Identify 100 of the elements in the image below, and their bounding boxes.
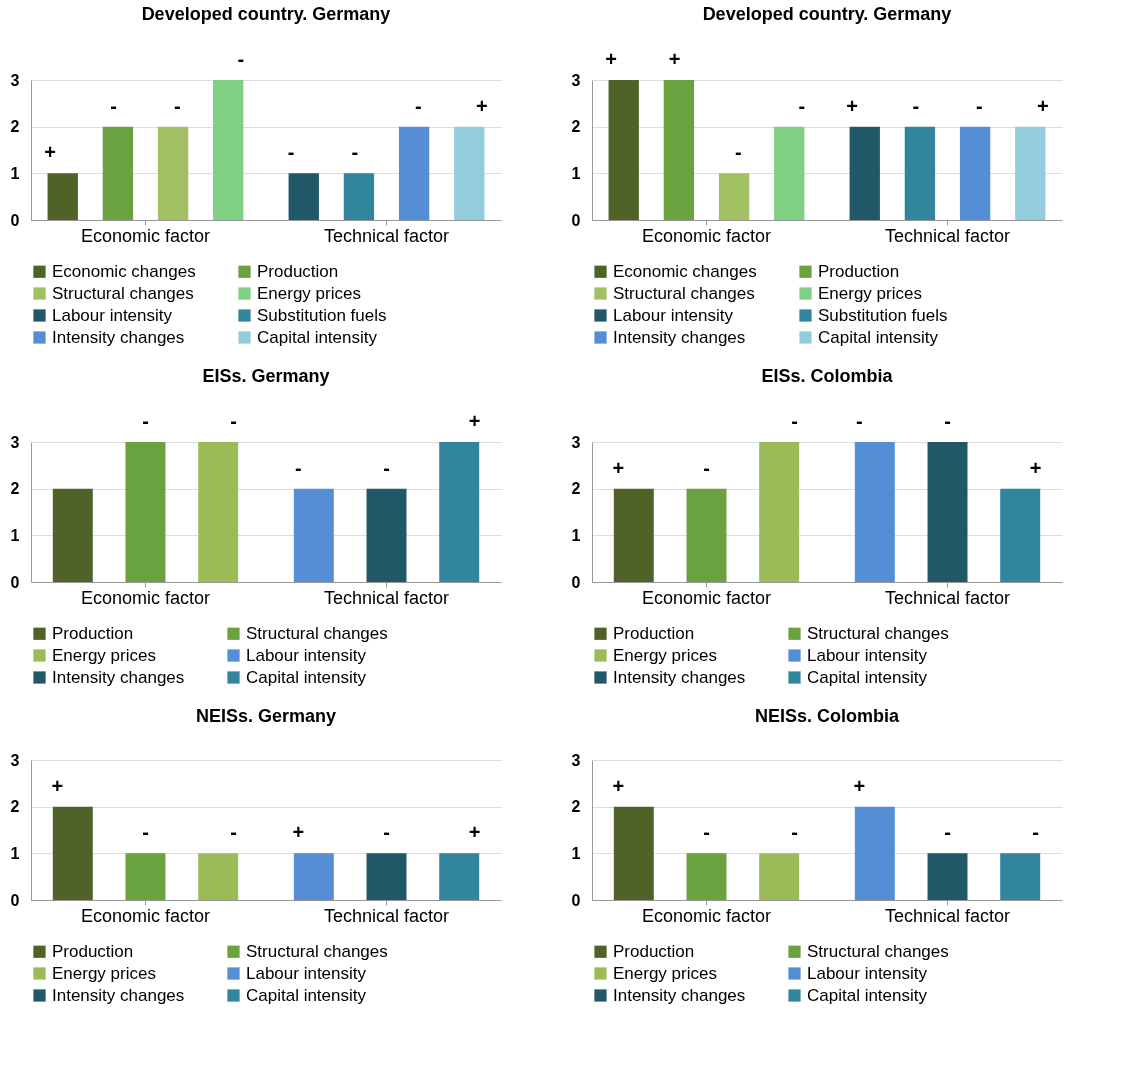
- legend-label: Structural changes: [807, 941, 949, 961]
- data-label: -: [230, 821, 237, 844]
- chart-title: NEISs. Germany: [195, 706, 337, 726]
- legend-label: Labour intensity: [807, 645, 928, 665]
- legend-label: Intensity changes: [613, 985, 746, 1005]
- data-label: -: [110, 94, 118, 117]
- legend-label: Capital intensity: [257, 327, 378, 347]
- data-label: +: [468, 821, 481, 844]
- legend-label: Structural changes: [246, 623, 388, 643]
- data-label: -: [856, 410, 863, 432]
- x-tick-label: Technical factor: [323, 225, 450, 246]
- y-tick-label: 2: [10, 480, 20, 498]
- data-label: -: [703, 456, 710, 479]
- legend-label: Structural changes: [52, 283, 194, 303]
- legend-label: Labour intensity: [807, 963, 928, 983]
- y-tick-label: 0: [10, 891, 20, 909]
- x-tick-label: Technical factor: [884, 905, 1011, 926]
- data-label: +: [1029, 456, 1042, 479]
- y-tick-label: 2: [571, 118, 581, 136]
- legend-label: Energy prices: [52, 963, 156, 983]
- y-tick-label: 2: [571, 798, 581, 816]
- legend-label: Production: [818, 261, 900, 281]
- y-tick-label: 0: [571, 573, 581, 591]
- legend-label: Intensity changes: [52, 985, 185, 1005]
- y-tick-label: 2: [10, 798, 20, 816]
- x-tick-label: Technical factor: [884, 587, 1011, 608]
- legend-label: Intensity changes: [52, 667, 185, 687]
- x-tick-label: Economic factor: [80, 905, 211, 926]
- data-label: -: [383, 456, 390, 479]
- legend-label: Capital intensity: [246, 667, 367, 687]
- legend-label: Labour intensity: [52, 305, 173, 325]
- legend-label: Production: [613, 623, 695, 643]
- data-label: -: [287, 141, 295, 164]
- data-label: -: [237, 48, 245, 70]
- data-label: -: [791, 410, 798, 432]
- data-label: -: [230, 410, 237, 432]
- data-label: -: [142, 410, 149, 432]
- data-label: -: [414, 94, 422, 117]
- y-tick-label: 3: [10, 433, 20, 451]
- x-tick-label: Technical factor: [323, 905, 450, 926]
- data-label: +: [44, 141, 56, 164]
- legend-label: Economic changes: [52, 261, 196, 281]
- y-tick-label: 1: [10, 164, 20, 182]
- legend-label: Intensity changes: [613, 327, 746, 347]
- legend-label: Structural changes: [246, 941, 388, 961]
- data-label: -: [798, 94, 806, 117]
- x-tick-label: Technical factor: [323, 587, 450, 608]
- legend-label: Labour intensity: [246, 963, 367, 983]
- y-tick-label: 3: [10, 751, 20, 769]
- y-tick-label: 3: [571, 71, 581, 89]
- y-tick-label: 1: [571, 526, 581, 544]
- data-label: +: [468, 410, 481, 432]
- y-tick-label: 3: [10, 71, 20, 89]
- data-label: -: [791, 821, 798, 844]
- chart-title: Developed country. Germany: [702, 4, 952, 24]
- data-label: +: [612, 456, 625, 479]
- data-label: +: [846, 94, 858, 117]
- data-label: -: [295, 456, 302, 479]
- legend-label: Labour intensity: [613, 305, 734, 325]
- data-label: -: [734, 141, 742, 164]
- data-label: -: [383, 821, 390, 844]
- y-tick-label: 2: [10, 118, 20, 136]
- x-tick-label: Economic factor: [641, 905, 772, 926]
- legend-label: Production: [52, 623, 134, 643]
- y-tick-label: 3: [571, 433, 581, 451]
- data-label: +: [476, 94, 488, 117]
- x-tick-label: Economic factor: [80, 225, 211, 246]
- data-label: -: [975, 94, 983, 117]
- data-label: +: [612, 774, 625, 797]
- legend-label: Energy prices: [257, 283, 361, 303]
- data-label: -: [173, 94, 181, 117]
- legend-label: Energy prices: [613, 963, 717, 983]
- x-tick-label: Economic factor: [80, 587, 211, 608]
- chart-title: EISs. Colombia: [761, 366, 894, 386]
- legend-label: Capital intensity: [807, 985, 928, 1005]
- legend-label: Labour intensity: [246, 645, 367, 665]
- y-tick-label: 1: [571, 164, 581, 182]
- y-tick-label: 0: [10, 211, 20, 229]
- y-tick-label: 0: [571, 211, 581, 229]
- legend-label: Energy prices: [52, 645, 156, 665]
- legend-label: Intensity changes: [52, 327, 185, 347]
- data-label: -: [912, 94, 920, 117]
- data-label: +: [668, 48, 681, 70]
- chart-title: EISs. Germany: [202, 366, 330, 386]
- data-label: -: [351, 141, 359, 164]
- x-tick-label: Economic factor: [641, 225, 772, 246]
- y-tick-label: 2: [571, 480, 581, 498]
- y-tick-label: 1: [571, 844, 581, 862]
- data-label: -: [703, 821, 710, 844]
- data-label: -: [142, 821, 149, 844]
- y-tick-label: 3: [571, 751, 581, 769]
- legend-label: Production: [257, 261, 339, 281]
- data-label: +: [1037, 94, 1049, 117]
- legend-label: Structural changes: [613, 283, 755, 303]
- data-label: +: [605, 48, 617, 70]
- legend-label: Intensity changes: [613, 667, 746, 687]
- y-tick-label: 0: [10, 573, 20, 591]
- chart-title: NEISs. Colombia: [754, 706, 900, 726]
- legend-label: Economic changes: [613, 261, 757, 281]
- legend-label: Energy prices: [818, 283, 922, 303]
